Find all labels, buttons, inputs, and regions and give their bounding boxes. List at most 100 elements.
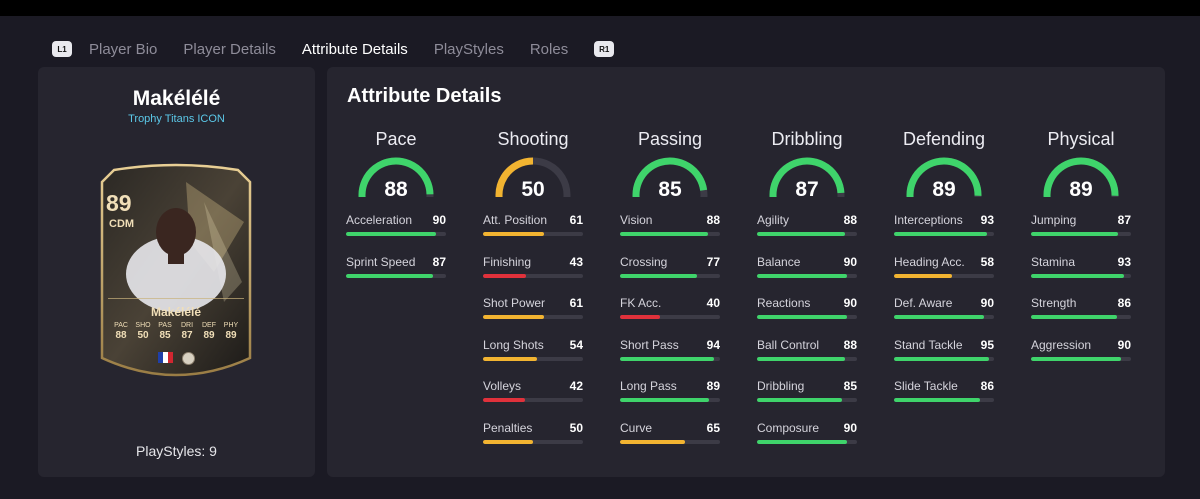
attribute-value: 61 bbox=[569, 213, 583, 227]
attribute-row: Volleys 42 bbox=[483, 379, 583, 403]
card-stat-value: 50 bbox=[137, 330, 149, 341]
attribute-name: Balance bbox=[757, 255, 801, 269]
category-shooting: Shooting 50 bbox=[483, 129, 583, 201]
tab-player-details[interactable]: Player Details bbox=[183, 40, 276, 58]
attribute-bar-fill bbox=[894, 315, 984, 319]
attribute-bar-fill bbox=[483, 274, 526, 278]
category-gauge bbox=[769, 157, 845, 197]
attribute-bar bbox=[483, 357, 583, 361]
tab-playstyles[interactable]: PlayStyles bbox=[433, 40, 504, 58]
card-stat-value: 88 bbox=[115, 330, 127, 341]
attribute-bar-fill bbox=[757, 440, 847, 444]
card-stat: DEF 89 bbox=[198, 322, 220, 341]
attribute-name: Slide Tackle bbox=[894, 379, 958, 393]
attribute-bar-fill bbox=[620, 398, 709, 402]
attribute-bar-fill bbox=[620, 315, 660, 319]
card-player-name: Makélélé bbox=[150, 305, 202, 319]
player-card[interactable]: 89 CDM Makélélé PAC 88 SHO 50 PAS 85 DRI 87 … bbox=[94, 162, 258, 384]
attribute-bar bbox=[620, 398, 720, 402]
attribute-row: Att. Position 61 bbox=[483, 213, 583, 237]
attribute-bar bbox=[620, 440, 720, 444]
attribute-row: Short Pass 94 bbox=[620, 338, 720, 362]
attribute-value: 85 bbox=[843, 379, 857, 393]
attribute-bar-fill bbox=[483, 232, 544, 236]
card-stat-value: 89 bbox=[225, 330, 237, 341]
category-name: Pace bbox=[375, 129, 417, 149]
attribute-bar bbox=[894, 232, 994, 236]
attribute-value: 43 bbox=[569, 255, 583, 269]
attribute-name: Heading Acc. bbox=[894, 255, 965, 269]
card-type-label: Trophy Titans ICON bbox=[128, 113, 225, 125]
attribute-bar bbox=[483, 232, 583, 236]
attribute-value: 77 bbox=[706, 255, 720, 269]
attribute-value: 90 bbox=[843, 421, 857, 435]
attribute-name: Acceleration bbox=[346, 213, 413, 227]
attribute-bar-fill bbox=[757, 357, 845, 361]
attribute-bar bbox=[620, 315, 720, 319]
attribute-name: Shot Power bbox=[483, 296, 546, 310]
attribute-bar bbox=[483, 440, 583, 444]
attribute-value: 95 bbox=[980, 338, 994, 352]
l1-button-hint[interactable]: L1 bbox=[52, 41, 72, 57]
attribute-bar-fill bbox=[894, 357, 989, 361]
category-name: Passing bbox=[637, 129, 703, 149]
attribute-bar bbox=[757, 315, 857, 319]
category-gauge bbox=[632, 157, 708, 197]
player-card-panel: Makélélé Trophy Titans ICON bbox=[38, 67, 315, 477]
card-stat-value: 85 bbox=[159, 330, 171, 341]
attribute-bar-fill bbox=[620, 357, 714, 361]
attribute-name: Stamina bbox=[1031, 255, 1076, 269]
top-black-bar bbox=[0, 0, 1200, 16]
attribute-value: 40 bbox=[706, 296, 720, 310]
tab-attribute-details[interactable]: Attribute Details bbox=[301, 40, 408, 58]
attribute-row: FK Acc. 40 bbox=[620, 296, 720, 320]
category-gauge bbox=[495, 157, 571, 197]
r1-button-hint[interactable]: R1 bbox=[594, 41, 615, 57]
category-gauge bbox=[358, 157, 434, 197]
tab-player-bio[interactable]: Player Bio bbox=[89, 40, 158, 58]
attribute-bar bbox=[757, 357, 857, 361]
attribute-bar-fill bbox=[1031, 315, 1117, 319]
card-stat: PHY 89 bbox=[220, 322, 242, 341]
attribute-bar bbox=[620, 274, 720, 278]
attribute-row: Jumping 87 bbox=[1031, 213, 1131, 237]
attribute-row: Composure 90 bbox=[757, 421, 857, 445]
attribute-details-panel: Attribute Details Pace 88 Acceleration 90 Sp… bbox=[327, 67, 1165, 477]
attribute-value: 88 bbox=[843, 338, 857, 352]
attribute-bar-fill bbox=[620, 274, 697, 278]
attribute-bar-fill bbox=[620, 440, 685, 444]
attribute-row: Sprint Speed 87 bbox=[346, 255, 446, 279]
attribute-row: Heading Acc. 58 bbox=[894, 255, 994, 279]
attribute-bar-fill bbox=[757, 232, 845, 236]
attribute-bar bbox=[894, 274, 994, 278]
category-pace: Pace 88 bbox=[346, 129, 446, 201]
attribute-name: Jumping bbox=[1031, 213, 1077, 227]
attribute-bar bbox=[757, 398, 857, 402]
attribute-bar bbox=[483, 274, 583, 278]
attribute-row: Balance 90 bbox=[757, 255, 857, 279]
gauge-fill bbox=[358, 157, 434, 197]
attribute-name: Aggression bbox=[1031, 338, 1092, 352]
attribute-row: Interceptions 93 bbox=[894, 213, 994, 237]
gauge-fill bbox=[1043, 157, 1119, 197]
attribute-bar-fill bbox=[346, 232, 436, 236]
player-name: Makélélé bbox=[132, 87, 221, 110]
attribute-bar-fill bbox=[894, 398, 980, 402]
playstyles-count: PlayStyles: 9 bbox=[136, 443, 217, 459]
attribute-bar bbox=[1031, 232, 1131, 236]
category-name: Shooting bbox=[497, 129, 569, 149]
attribute-bar bbox=[483, 398, 583, 402]
card-stat-label: DEF bbox=[202, 322, 216, 329]
card-stat: PAC 88 bbox=[110, 322, 132, 341]
tab-roles[interactable]: Roles bbox=[529, 40, 569, 58]
attribute-name: Volleys bbox=[483, 379, 522, 393]
card-stats: PAC 88 SHO 50 PAS 85 DRI 87 DEF 89 PHY 89 bbox=[110, 322, 242, 341]
attribute-value: 90 bbox=[1117, 338, 1131, 352]
category-physical: Physical 89 bbox=[1031, 129, 1131, 201]
category-passing: Passing 85 bbox=[620, 129, 720, 201]
attribute-value: 90 bbox=[843, 296, 857, 310]
attribute-bar-fill bbox=[620, 232, 708, 236]
card-badges bbox=[94, 352, 258, 365]
attribute-row: Ball Control 88 bbox=[757, 338, 857, 362]
attribute-bar bbox=[894, 398, 994, 402]
